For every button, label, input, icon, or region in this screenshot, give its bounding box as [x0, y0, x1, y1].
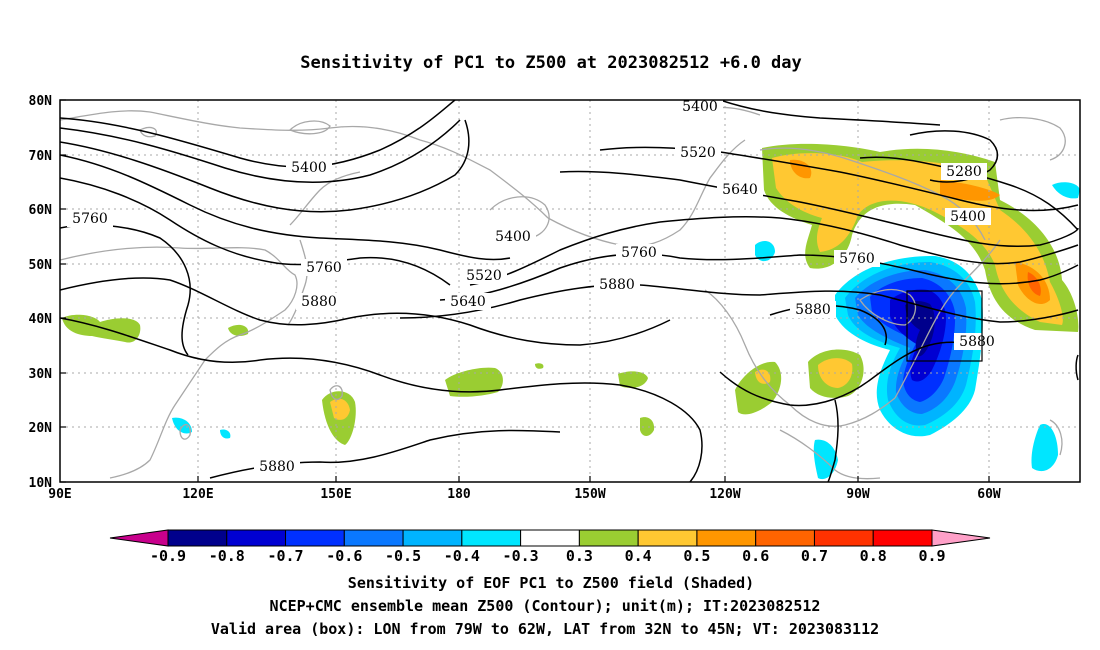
- lat-tick-label: 70N: [29, 149, 53, 164]
- lat-tick-label: 80N: [29, 94, 53, 109]
- contour-label: 5280: [946, 164, 982, 180]
- colorbar-label: -0.6: [326, 547, 362, 565]
- colorbar-swatch: [461, 529, 522, 547]
- colorbar-swatch: [696, 529, 757, 547]
- contour-label: 5640: [450, 294, 486, 310]
- contour-label: 5400: [682, 99, 718, 115]
- map-frame: [59, 99, 1081, 483]
- contour-label: 5760: [306, 260, 342, 276]
- colorbar-upper-extension: [931, 529, 991, 547]
- lat-tick-label: 30N: [29, 367, 53, 382]
- contour-label: 5400: [950, 209, 986, 225]
- coastlines: [60, 106, 1066, 480]
- colorbar-swatch: [520, 529, 580, 547]
- sensitivity-shading: [62, 143, 1080, 480]
- contour-label: 5520: [466, 268, 502, 284]
- lon-tick-label: 180: [447, 487, 471, 502]
- colorbar-swatch: [402, 529, 463, 547]
- contour-label-group: 5400 5520 5640 5280 5400 5760 5400 5400 …: [67, 99, 1000, 475]
- colorbar-swatch: [578, 529, 639, 547]
- lat-tick-label: 50N: [29, 258, 53, 273]
- contour-label: 5880: [795, 302, 831, 318]
- colorbar-label: 0.8: [860, 547, 887, 565]
- colorbar-swatch: [637, 529, 698, 547]
- colorbar-label: -0.7: [267, 547, 303, 565]
- footer-line-contour: NCEP+CMC ensemble mean Z500 (Contour); u…: [270, 597, 821, 615]
- colorbar-label: -0.9: [150, 547, 186, 565]
- contour-label: 5880: [959, 334, 995, 350]
- lon-tick-label: 150W: [574, 487, 605, 502]
- colorbar-swatch: [226, 529, 287, 547]
- colorbar-label: 0.3: [566, 547, 593, 565]
- contour-label: 5400: [495, 229, 531, 245]
- footer-line-valid-area: Valid area (box): LON from 79W to 62W, L…: [211, 620, 879, 638]
- colorbar-label: -0.8: [209, 547, 245, 565]
- positive-sensitivity-atlantic-red: [1027, 272, 1041, 296]
- colorbar-label: 0.6: [742, 547, 769, 565]
- lat-tick-label: 60N: [29, 203, 53, 218]
- colorbar-label: -0.5: [385, 547, 421, 565]
- contour-label: 5760: [839, 251, 875, 267]
- lon-tick-label: 60W: [977, 487, 1001, 502]
- contour-label: 5520: [680, 145, 716, 161]
- contour-label: 5880: [259, 459, 295, 475]
- colorbar-swatch: [285, 529, 345, 547]
- figure-title: Sensitivity of PC1 to Z500 at 2023082512…: [300, 53, 802, 73]
- colorbar-lower-extension: [109, 529, 169, 547]
- colorbar-label: 0.4: [625, 547, 652, 565]
- colorbar-label: 0.7: [801, 547, 828, 565]
- colorbar-swatch: [343, 529, 404, 547]
- colorbar-swatch: [813, 529, 874, 547]
- colorbar-label: 0.9: [918, 547, 945, 565]
- lon-tick-label: 120W: [709, 487, 740, 502]
- contour-label: 5760: [621, 245, 657, 261]
- colorbar-label: 0.5: [683, 547, 710, 565]
- valid-area-box: [906, 290, 983, 362]
- contour-label: 5400: [291, 160, 327, 176]
- colorbar: -0.9 -0.8 -0.7 -0.6 -0.5 -0.4 -0.3 0.3 0.4 0.5 0.6…: [109, 529, 991, 565]
- axis-ticks: [60, 99, 990, 483]
- colorbar-label: -0.3: [503, 547, 539, 565]
- colorbar-swatch: [755, 529, 815, 547]
- positive-sensitivity-canada-orange: [940, 180, 1000, 201]
- colorbar-swatch: [167, 529, 228, 547]
- contour-label: 5880: [301, 294, 337, 310]
- lat-tick-label: 20N: [29, 421, 53, 436]
- footer-line-shading: Sensitivity of EOF PC1 to Z500 field (Sh…: [348, 574, 754, 592]
- lon-tick-label: 120E: [182, 487, 213, 502]
- lat-tick-label: 10N: [29, 476, 53, 491]
- lon-tick-label: 150E: [320, 487, 351, 502]
- contour-label: 5640: [722, 182, 758, 198]
- longitude-axis: 90E 120E 150E 180 150W 120W 90W 60W: [48, 487, 1001, 502]
- lon-tick-label: 90E: [48, 487, 71, 502]
- lon-tick-label: 90W: [846, 487, 870, 502]
- colorbar-swatch: [872, 529, 933, 547]
- contour-label: 5880: [599, 277, 635, 293]
- contour-label: 5760: [72, 211, 108, 227]
- map-area: 5400 5520 5640 5280 5400 5760 5400 5400 …: [60, 99, 1080, 482]
- lat-tick-label: 40N: [29, 312, 53, 327]
- colorbar-label: -0.4: [444, 547, 480, 565]
- latitude-axis: 80N 70N 60N 50N 40N 30N 20N 10N: [29, 94, 53, 491]
